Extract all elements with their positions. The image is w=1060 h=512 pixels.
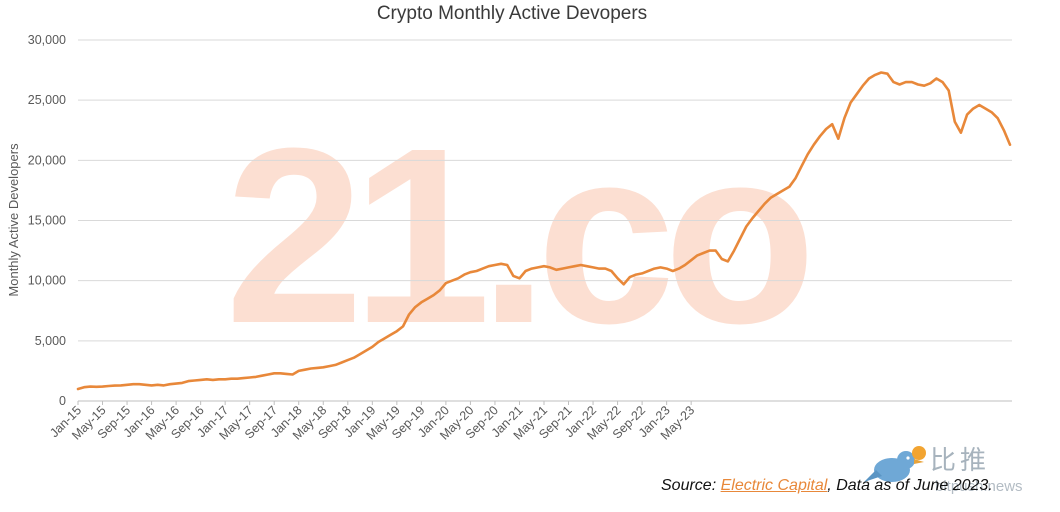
y-tick-label: 10,000 [28, 274, 66, 288]
bitpush-badge [862, 440, 1052, 500]
watermark-logo: 21.co [225, 96, 819, 375]
source-suffix: , Data as of June 2023. [827, 477, 993, 494]
bitpush-badge-text: 比推 [930, 445, 991, 475]
bird-icon [864, 446, 926, 482]
y-axis-label: Monthly Active Developers [6, 143, 21, 297]
source-link-electric-capital[interactable]: Electric Capital [720, 477, 828, 494]
y-axis-ticks: 0 5,000 10,000 15,000 20,000 25,000 30,000 [28, 33, 66, 408]
bitpush-badge-subtext: bitpush.news [935, 478, 1023, 495]
source-prefix: Source: [661, 477, 721, 494]
y-tick-label: 30,000 [28, 33, 66, 47]
y-tick-label: 15,000 [28, 214, 66, 228]
x-axis-ticks: Jan-15May-15Sep-15Jan-16May-16Sep-16Jan-… [47, 401, 697, 443]
watermark-text: 21.co [225, 96, 807, 375]
y-tick-label: 0 [59, 394, 66, 408]
y-tick-label: 5,000 [35, 334, 66, 348]
chart-title: Crypto Monthly Active Devopers [377, 3, 647, 24]
source-annotation: Source: Electric Capital, Data as of Jun… [661, 477, 993, 495]
y-tick-label: 25,000 [28, 93, 66, 107]
y-tick-label: 20,000 [28, 153, 66, 167]
gridlines [78, 39, 1012, 342]
series-line-monthly-active-developers [76, 71, 1012, 391]
